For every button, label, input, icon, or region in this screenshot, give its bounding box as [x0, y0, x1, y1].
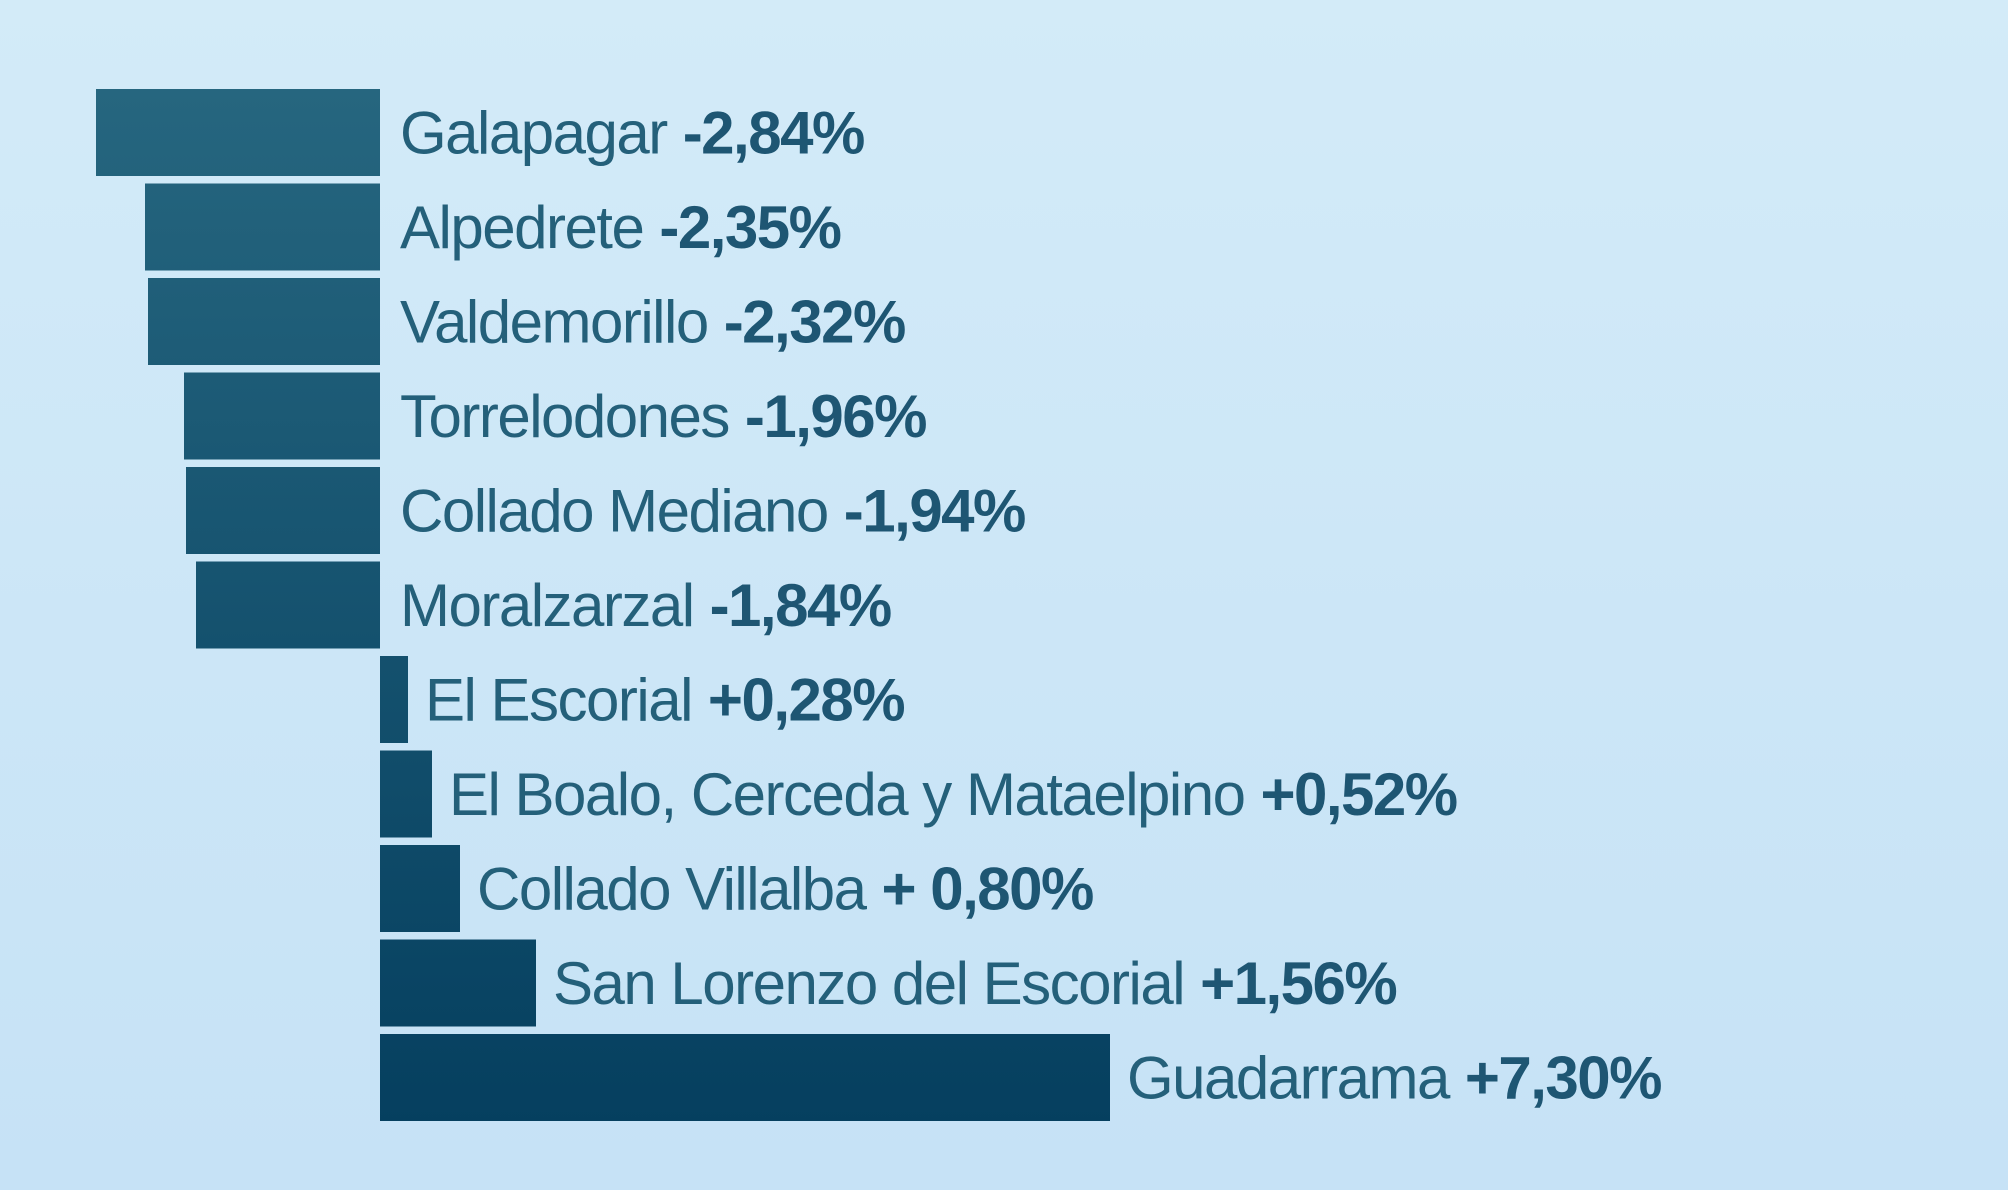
bar-label-3: Torrelodones -1,96%: [400, 383, 926, 450]
bar-label-2: Valdemorillo -2,32%: [400, 288, 905, 355]
bar-label-0: Galapagar -2,84%: [400, 99, 864, 166]
value-label-4: -1,94%: [844, 477, 1025, 544]
category-label-6: El Escorial: [425, 666, 692, 733]
value-label-0: -2,84%: [683, 99, 864, 166]
category-label-8: Collado Villalba: [477, 855, 868, 922]
category-label-4: Collado Mediano: [400, 477, 828, 544]
bar-label-5: Moralzarzal -1,84%: [400, 572, 891, 639]
bars-layer: [96, 89, 1110, 1121]
bar-0: [96, 89, 380, 176]
value-label-10: +7,30%: [1465, 1044, 1661, 1111]
category-label-1: Alpedrete: [400, 194, 643, 261]
value-label-3: -1,96%: [745, 383, 926, 450]
bar-1: [145, 183, 380, 271]
bar-8: [380, 845, 460, 932]
category-label-0: Galapagar: [400, 99, 667, 166]
bar-label-8: Collado Villalba + 0,80%: [477, 855, 1093, 922]
value-label-9: +1,56%: [1200, 950, 1396, 1017]
bar-6: [380, 656, 408, 743]
category-label-3: Torrelodones: [400, 383, 729, 450]
bar-5: [196, 561, 380, 649]
value-label-2: -2,32%: [724, 288, 905, 355]
bar-label-6: El Escorial +0,28%: [425, 666, 904, 733]
value-label-8: + 0,80%: [882, 855, 1093, 922]
bar-10: [380, 1034, 1110, 1121]
bar-label-1: Alpedrete -2,35%: [400, 194, 841, 261]
category-label-10: Guadarrama: [1127, 1044, 1451, 1111]
labels-layer: Galapagar -2,84% Alpedrete -2,35% Valdemoril…: [400, 99, 1663, 1111]
bar-3: [184, 372, 380, 460]
category-label-7: El Boalo, Cerceda y Mataelpino: [449, 761, 1244, 828]
bar-4: [186, 467, 380, 554]
value-label-1: -2,35%: [659, 194, 840, 261]
value-label-7: +0,52%: [1260, 761, 1456, 828]
bar-label-4: Collado Mediano -1,94%: [400, 477, 1025, 544]
bar-2: [148, 278, 380, 365]
bar-7: [380, 750, 432, 838]
category-label-5: Moralzarzal: [400, 572, 694, 639]
bar-label-10: Guadarrama +7,30%: [1127, 1044, 1661, 1111]
bar-label-9: San Lorenzo del Escorial +1,56%: [553, 950, 1396, 1017]
bar-9: [380, 939, 536, 1027]
category-label-2: Valdemorillo: [400, 288, 708, 355]
value-label-6: +0,28%: [708, 666, 904, 733]
bar-label-7: El Boalo, Cerceda y Mataelpino +0,52%: [449, 761, 1457, 828]
value-label-5: -1,84%: [710, 572, 891, 639]
category-label-9: San Lorenzo del Escorial: [553, 950, 1184, 1017]
